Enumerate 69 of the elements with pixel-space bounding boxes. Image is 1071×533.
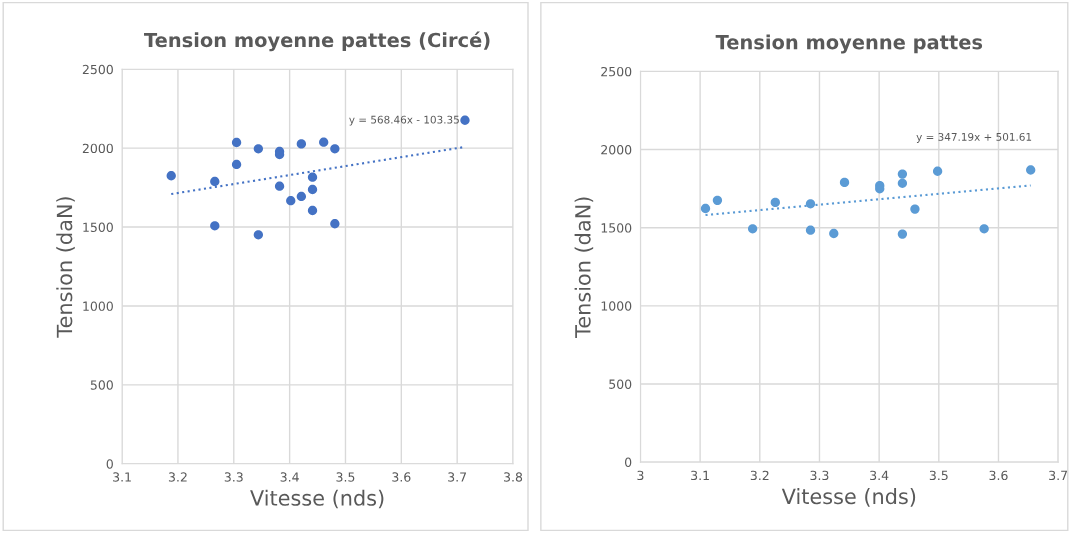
y-tick-label: 0 — [625, 457, 632, 468]
point — [897, 178, 908, 188]
x-tick-label: 3.6 — [989, 470, 1008, 481]
y-tick-label: 2500 — [601, 66, 632, 77]
y-tick-label: 1500 — [601, 223, 632, 233]
x-tick-label: 3.6 — [392, 472, 411, 482]
point — [296, 139, 307, 149]
point — [330, 219, 340, 229]
point — [253, 144, 264, 154]
point — [747, 224, 758, 234]
x-tick-label: 3.1 — [691, 470, 709, 481]
point — [274, 181, 285, 191]
point — [839, 177, 850, 188]
point — [770, 197, 780, 208]
x-tick-label: 3.7 — [448, 472, 467, 482]
point — [829, 228, 839, 239]
x-tick-label: 3.2 — [168, 472, 187, 482]
x-tick-label: 3.3 — [224, 472, 243, 482]
point — [296, 191, 307, 202]
y-tick-label: 0 — [106, 459, 113, 469]
y-tick-label: 2000 — [601, 145, 632, 155]
annotation: y = 568.46x - 103.35 — [349, 115, 459, 126]
y-axis-title: Tension (daN) — [574, 197, 594, 338]
x-axis-title: Vitesse (nds) — [781, 488, 916, 507]
x-tick-label: 3 — [637, 470, 644, 481]
point — [460, 115, 470, 125]
x-tick-label: 3.5 — [929, 470, 948, 481]
point — [307, 184, 318, 195]
point — [210, 176, 220, 187]
point — [805, 225, 816, 235]
y-tick-label: 1000 — [83, 301, 113, 311]
x-tick-label: 3.4 — [870, 470, 889, 481]
y-tick-label: 500 — [90, 380, 113, 390]
y-tick-label: 1000 — [601, 301, 632, 311]
point — [231, 159, 242, 170]
x-tick-label: 3.8 — [504, 472, 523, 482]
x-tick-label: 3.1 — [113, 472, 131, 482]
y-axis-title: Tension (daN) — [56, 197, 75, 338]
point — [897, 229, 908, 239]
point — [319, 137, 329, 147]
chart-title: Tension moyenne pattes (Circé) — [144, 31, 490, 52]
y-tick-label: 1500 — [83, 222, 113, 232]
point — [979, 224, 989, 234]
x-tick-label: 3.4 — [280, 472, 299, 482]
chart-title: Tension moyenne pattes — [715, 34, 983, 54]
point — [231, 137, 242, 148]
point — [307, 172, 318, 182]
point — [330, 144, 340, 154]
x-tick-label: 3.3 — [810, 470, 829, 481]
point — [932, 166, 943, 176]
point — [210, 221, 220, 231]
y-tick-label: 2500 — [82, 64, 113, 75]
point — [805, 199, 816, 209]
point — [712, 195, 723, 206]
point — [253, 230, 264, 240]
point — [910, 204, 920, 214]
y-tick-label: 2000 — [82, 143, 113, 154]
point — [897, 169, 908, 179]
point — [286, 196, 296, 206]
x-tick-label: 3.5 — [336, 472, 355, 482]
x-axis-title: Vitesse (nds) — [250, 489, 384, 509]
point — [700, 203, 711, 214]
point — [307, 205, 318, 216]
y-tick-label: 500 — [609, 379, 632, 389]
annotation: y = 347.19x + 501.61 — [916, 132, 1032, 143]
x-tick-label: 3.7 — [1049, 470, 1068, 481]
point — [166, 171, 176, 181]
x-tick-label: 3.2 — [750, 470, 769, 481]
point — [1026, 165, 1036, 175]
